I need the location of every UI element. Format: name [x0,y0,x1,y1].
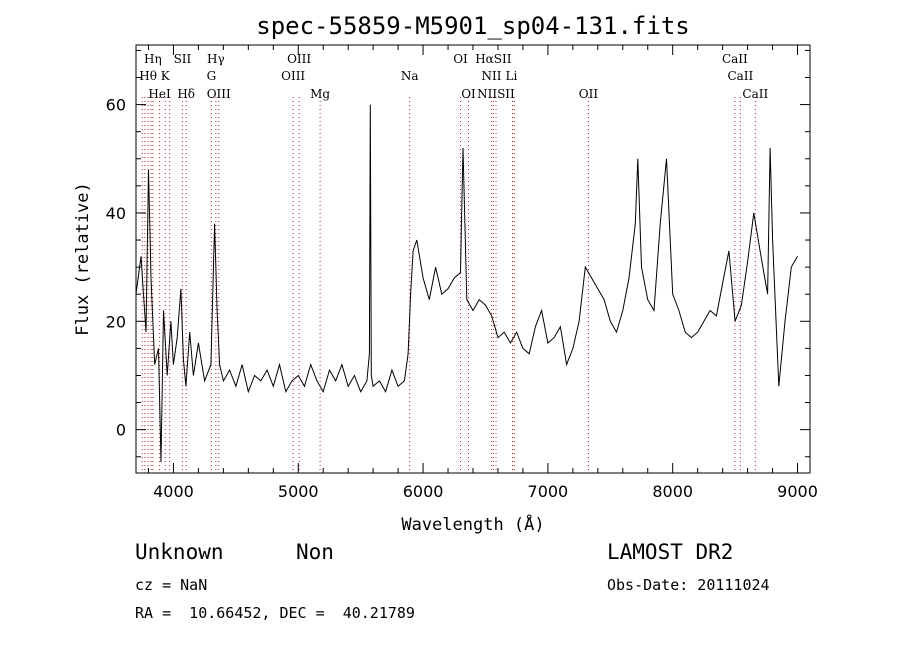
survey-label: LAMOST DR2 [607,540,734,564]
x-axis-label: Wavelength (Å) [401,513,544,535]
y-tick-label-3: 60 [106,96,126,115]
line-label-lines-row1-1: SII [174,52,192,66]
ra-dec: RA = 10.66452, DEC = 40.21789 [135,604,415,622]
line-label-lines-row2-4: Na [401,69,419,83]
line-label-lines-row3-1: Hδ [177,87,195,101]
line-label-lines-row3-0: HeI [148,87,171,101]
y-axis-ticks: 0 20 40 60 [106,49,810,458]
line-label-lines-row2-5: NII [481,69,501,83]
line-label-lines-row2-7: CaII [727,69,753,83]
cz-value: cz = NaN [135,576,208,594]
y-tick-label-2: 40 [106,204,126,223]
class-label: Unknown [135,540,224,564]
line-label-lines-row3-4: OI [461,87,476,101]
line-label-lines-row2-6: Li [506,69,518,83]
x-tick-label-0: 4000 [153,482,194,501]
line-label-lines-row1-6: CaII [722,52,748,66]
line-label-lines-row3-7: CaII [742,87,768,101]
y-tick-label-0: 0 [116,421,126,440]
line-label-lines-row2-2: G [207,69,217,83]
chart-title: spec-55859-M5901_sp04-131.fits [256,12,689,40]
x-tick-label-5: 9000 [777,482,818,501]
line-label-lines-row3-6: OII [579,87,599,101]
line-markers [141,97,756,473]
x-tick-label-1: 5000 [278,482,319,501]
line-label-lines-row3-3: Mg [310,87,330,101]
x-axis-ticks: 4000 5000 6000 7000 8000 9000 [147,45,818,501]
line-label-lines-row2-1: K [161,69,171,83]
line-label-lines-row1-0: Hη [144,52,162,66]
y-axis-label: Flux (relative) [73,182,93,336]
line-label-lines-row3-2: OIII [207,87,231,101]
line-label-lines-row2-3: OIII [281,69,305,83]
x-tick-label-2: 6000 [403,482,444,501]
y-tick-label-1: 20 [106,312,126,331]
line-label-lines-row3-5: NIISII [477,87,515,101]
line-label-lines-row1-3: OIII [287,52,311,66]
line-label-lines-row1-2: Hγ [207,52,225,66]
line-label-lines-row1-5: HαSII [475,52,512,66]
x-tick-label-3: 7000 [528,482,569,501]
line-label-lines-row1-4: OI [453,52,468,66]
subclass-label: Non [296,540,334,564]
line-labels: Hη SII Hγ OIII OI HαSII CaII Hθ K G OIII Na NII Li CaI… [139,52,768,101]
spectrum-line [135,104,798,463]
line-label-lines-row2-0: Hθ [139,69,157,83]
obs-date: Obs-Date: 20111024 [607,576,770,594]
plot-frame [135,44,811,474]
x-tick-label-4: 8000 [652,482,693,501]
